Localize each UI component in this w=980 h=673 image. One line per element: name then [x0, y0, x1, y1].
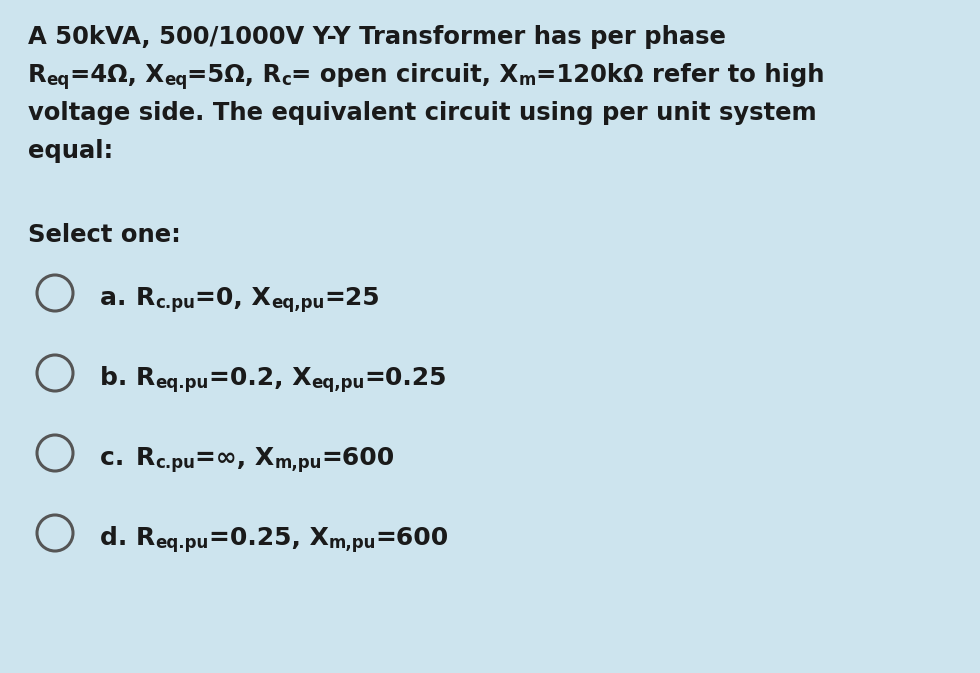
Text: m,pu: m,pu — [328, 534, 375, 553]
Text: R: R — [28, 63, 47, 87]
Text: equal:: equal: — [28, 139, 114, 163]
Text: d.: d. — [100, 526, 136, 550]
Text: Select one:: Select one: — [28, 223, 181, 247]
Text: =25: =25 — [324, 286, 380, 310]
Text: b.: b. — [100, 366, 136, 390]
Text: eq.pu: eq.pu — [155, 534, 209, 553]
Text: c.pu: c.pu — [155, 294, 195, 312]
Text: =600: =600 — [375, 526, 449, 550]
Text: eq: eq — [47, 71, 70, 89]
Text: =0, X: =0, X — [195, 286, 270, 310]
Text: m: m — [518, 71, 536, 89]
Text: A 50kVA, 500/1000V Y-Y Transformer has per phase: A 50kVA, 500/1000V Y-Y Transformer has p… — [28, 25, 726, 49]
Text: eq,pu: eq,pu — [311, 374, 365, 392]
Text: c: c — [281, 71, 291, 89]
Text: =5Ω, R: =5Ω, R — [187, 63, 281, 87]
Text: R: R — [136, 446, 155, 470]
Text: =0.25, X: =0.25, X — [209, 526, 328, 550]
Text: R: R — [136, 366, 155, 390]
Text: m,pu: m,pu — [274, 454, 321, 472]
Text: eq,pu: eq,pu — [270, 294, 324, 312]
Text: eq: eq — [164, 71, 187, 89]
Text: =4Ω, X: =4Ω, X — [70, 63, 164, 87]
Text: eq.pu: eq.pu — [155, 374, 209, 392]
Text: =0.2, X: =0.2, X — [209, 366, 311, 390]
Text: c.: c. — [100, 446, 133, 470]
Text: =600: =600 — [321, 446, 395, 470]
Text: = open circuit, X: = open circuit, X — [291, 63, 518, 87]
Text: a.: a. — [100, 286, 135, 310]
Text: =∞, X: =∞, X — [195, 446, 274, 470]
Text: R: R — [136, 286, 155, 310]
Text: R: R — [136, 526, 155, 550]
Text: =0.25: =0.25 — [365, 366, 447, 390]
Text: =120kΩ refer to high: =120kΩ refer to high — [536, 63, 824, 87]
Text: voltage side. The equivalent circuit using per unit system: voltage side. The equivalent circuit usi… — [28, 101, 816, 125]
Text: c.pu: c.pu — [155, 454, 195, 472]
